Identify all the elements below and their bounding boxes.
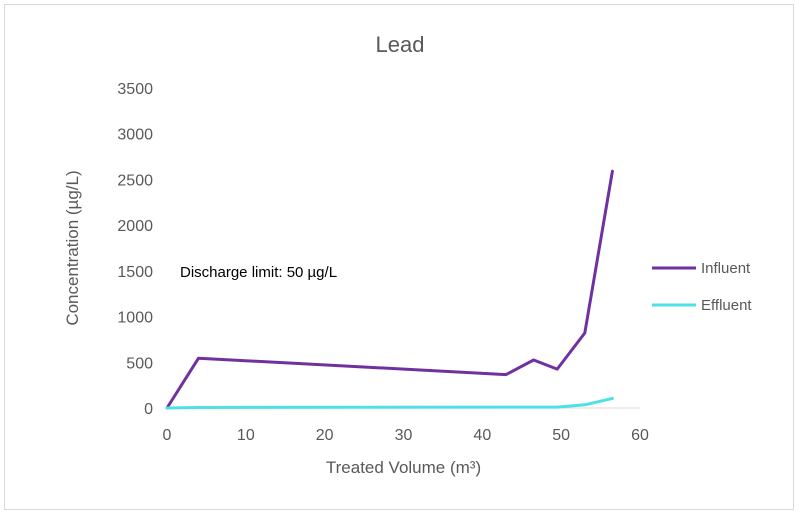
y-tick-label: 500 (126, 355, 153, 372)
x-tick-label: 40 (473, 427, 491, 444)
x-axis-ticks: 0 10 20 30 40 50 60 (163, 427, 649, 444)
x-tick-label: 60 (631, 427, 649, 444)
y-tick-label: 3500 (117, 81, 153, 98)
y-tick-label: 2000 (117, 218, 153, 235)
x-tick-label: 0 (163, 427, 172, 444)
y-tick-label: 1000 (117, 310, 153, 327)
series-line-effluent (165, 396, 614, 410)
y-axis-ticks: 0 500 1000 1500 2000 2500 3000 3500 (117, 81, 153, 418)
legend-label-influent: Influent (701, 260, 751, 277)
x-tick-label: 10 (237, 427, 255, 444)
chart-title: Lead (376, 32, 425, 57)
series-line-influent (165, 169, 614, 410)
y-tick-label: 2500 (117, 172, 153, 189)
x-tick-label: 20 (316, 427, 334, 444)
discharge-limit-annotation: Discharge limit: 50 µg/L (180, 264, 337, 281)
y-axis-label: Concentration (µg/L) (63, 170, 82, 325)
chart-frame (4, 4, 794, 510)
y-tick-label: 3000 (117, 127, 153, 144)
y-tick-label: 0 (144, 401, 153, 418)
legend: Influent Effluent (652, 260, 752, 314)
y-tick-label: 1500 (117, 264, 153, 281)
x-tick-label: 50 (552, 427, 570, 444)
legend-label-effluent: Effluent (701, 297, 752, 314)
x-tick-label: 30 (395, 427, 413, 444)
series-lines (165, 169, 614, 410)
x-axis-label: Treated Volume (m³) (326, 458, 481, 477)
